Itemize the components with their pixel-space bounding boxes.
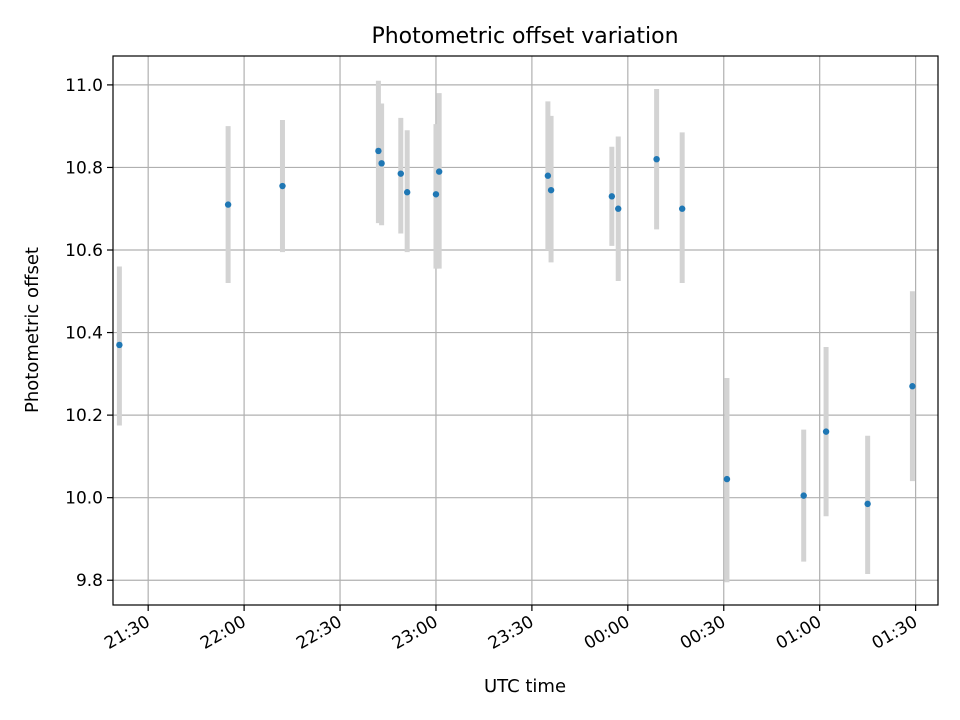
data-point bbox=[608, 193, 616, 200]
y-tick-label: 10.6 bbox=[65, 241, 103, 261]
data-point bbox=[653, 155, 660, 163]
data-point bbox=[375, 147, 382, 155]
y-tick-label: 10.4 bbox=[65, 324, 103, 344]
data-point bbox=[800, 492, 807, 499]
y-axis-label: Photometric offset bbox=[22, 247, 43, 413]
data-point bbox=[435, 168, 443, 175]
data-point bbox=[615, 205, 622, 212]
data-point bbox=[279, 182, 286, 190]
data-point bbox=[547, 186, 555, 194]
data-point bbox=[432, 191, 440, 198]
data-point bbox=[678, 205, 686, 212]
data-point bbox=[909, 383, 916, 390]
data-point bbox=[864, 500, 871, 508]
y-tick-label: 11.0 bbox=[65, 76, 103, 96]
y-tick-label: 10.8 bbox=[65, 158, 103, 178]
x-axis-label: UTC time bbox=[484, 676, 566, 697]
y-tick-label: 9.8 bbox=[76, 571, 103, 591]
data-point bbox=[723, 475, 731, 483]
data-points bbox=[116, 147, 916, 508]
data-point bbox=[397, 170, 404, 177]
chart-title: Photometric offset variation bbox=[371, 24, 678, 49]
data-point bbox=[224, 201, 232, 208]
data-point bbox=[822, 428, 830, 435]
y-tick-label: 10.0 bbox=[65, 489, 103, 509]
data-point bbox=[403, 189, 411, 196]
y-tick-label: 10.2 bbox=[65, 406, 103, 426]
grid bbox=[113, 56, 938, 605]
data-point bbox=[544, 172, 552, 179]
data-point bbox=[378, 160, 385, 167]
y-axis-ticks: 9.8 10.0 10.2 10.4 10.6 10.8 11.0 bbox=[65, 76, 113, 591]
data-point bbox=[116, 341, 123, 349]
plot-area-frame bbox=[112, 55, 939, 606]
